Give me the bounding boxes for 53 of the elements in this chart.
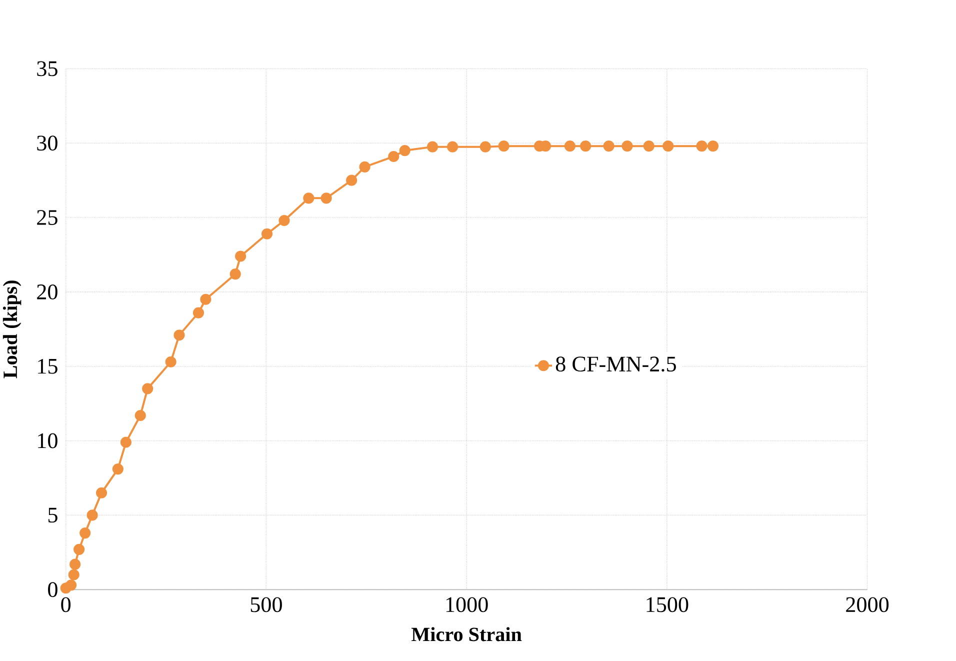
point	[68, 569, 80, 580]
point	[447, 141, 458, 152]
point	[564, 140, 576, 152]
point	[622, 140, 633, 152]
point	[498, 140, 510, 152]
point	[192, 307, 204, 318]
x-tick-label: 1000	[446, 597, 488, 612]
point	[388, 150, 400, 162]
point	[70, 558, 81, 570]
point	[643, 140, 654, 152]
point	[66, 580, 77, 591]
point	[230, 268, 241, 280]
legend-label: 8 CF-MN-2.5	[556, 356, 676, 372]
point	[399, 144, 410, 156]
x-tick-label: 2000	[846, 597, 889, 612]
point	[580, 140, 592, 152]
x-axis-title: Micro Strain	[411, 627, 522, 642]
y-tick-label: 25	[37, 210, 58, 225]
point	[303, 192, 314, 204]
point	[320, 192, 332, 204]
point	[74, 544, 85, 555]
point	[696, 140, 708, 152]
y-tick-label: 20	[37, 284, 58, 300]
point	[480, 141, 491, 152]
y-tick-label: 0	[48, 582, 58, 598]
point	[165, 356, 176, 368]
x-tick-label: 0	[61, 597, 71, 612]
y-tick-label: 10	[38, 433, 58, 448]
point	[346, 174, 358, 186]
point	[200, 294, 212, 305]
x-tick-label: 500	[250, 597, 282, 612]
y-tick-label: 35	[37, 61, 58, 76]
point	[142, 383, 154, 394]
point	[426, 141, 438, 152]
point	[134, 410, 146, 421]
y-axis-title: Load (kips)	[2, 280, 22, 378]
point	[359, 161, 370, 172]
x-tick-label: 1500	[646, 597, 688, 612]
y-tick-label: 5	[48, 508, 58, 522]
point	[662, 140, 674, 152]
point	[80, 527, 91, 539]
y-tick-label: 30	[37, 136, 58, 150]
point	[112, 463, 124, 475]
y-tick-label: 15	[38, 358, 58, 374]
point	[603, 140, 614, 152]
point	[235, 250, 246, 262]
point	[174, 329, 185, 341]
point	[96, 487, 108, 498]
point	[86, 510, 98, 521]
point	[278, 214, 290, 226]
point	[120, 436, 132, 448]
point	[707, 140, 719, 152]
point	[261, 228, 273, 240]
